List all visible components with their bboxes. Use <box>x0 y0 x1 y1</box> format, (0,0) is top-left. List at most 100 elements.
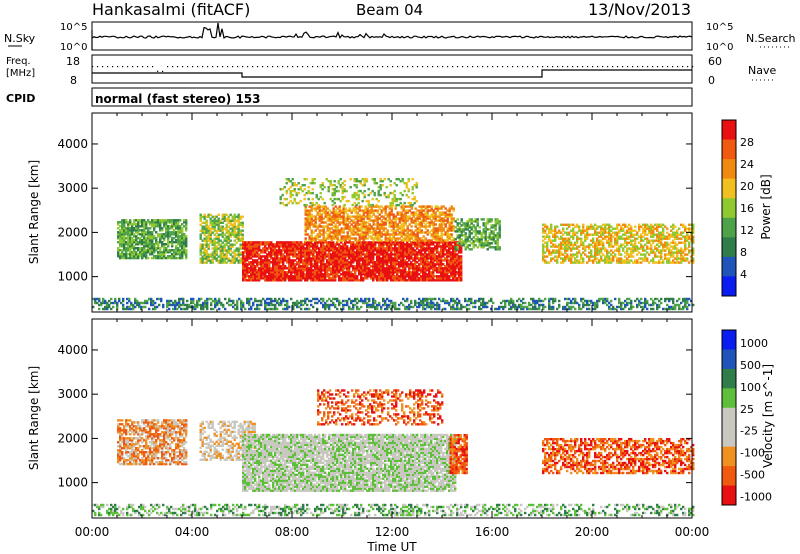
data-cell <box>213 243 216 246</box>
data-cell <box>282 265 285 268</box>
data-cell <box>414 261 417 264</box>
data-cell <box>352 247 355 250</box>
data-cell <box>181 235 184 238</box>
data-cell <box>258 303 261 307</box>
data-cell <box>344 273 347 276</box>
data-cell <box>221 249 224 252</box>
data-cell <box>143 223 146 226</box>
data-cell <box>658 303 661 307</box>
data-cell <box>384 241 387 244</box>
data-cell <box>236 299 239 303</box>
data-cell <box>233 217 236 220</box>
data-cell <box>260 303 263 307</box>
data-cell <box>420 271 423 274</box>
data-cell <box>342 259 345 262</box>
data-cell <box>400 301 403 305</box>
data-cell <box>382 297 385 301</box>
data-cell <box>318 257 321 260</box>
data-cell <box>159 227 162 230</box>
data-cell <box>378 277 381 280</box>
data-cell <box>199 245 202 248</box>
data-cell <box>350 253 353 256</box>
data-cell <box>364 253 367 256</box>
data-cell <box>442 297 445 301</box>
data-cell <box>250 297 253 301</box>
data-cell <box>268 277 271 280</box>
data-cell <box>239 261 242 264</box>
data-cell <box>380 239 383 242</box>
data-cell <box>260 241 263 244</box>
data-cell <box>630 299 633 303</box>
data-cell <box>175 249 178 252</box>
data-cell <box>242 257 245 260</box>
data-cell <box>406 253 409 256</box>
data-cell <box>246 241 249 244</box>
data-cell <box>406 279 409 282</box>
data-cell <box>548 297 551 301</box>
data-cell <box>274 269 277 272</box>
data-cell <box>173 253 176 256</box>
data-cell <box>177 243 180 246</box>
data-cell <box>143 231 146 234</box>
data-cell <box>346 245 349 248</box>
data-cell <box>512 303 515 307</box>
data-cell <box>258 267 261 270</box>
data-cell <box>151 239 154 242</box>
data-cell <box>316 265 319 268</box>
data-cell <box>225 225 228 228</box>
data-cell <box>314 267 317 270</box>
data-cell <box>404 255 407 258</box>
data-cell <box>280 251 283 254</box>
data-cell <box>330 243 333 246</box>
data-cell <box>288 305 291 309</box>
data-cell <box>270 247 273 250</box>
data-cell <box>348 257 351 260</box>
data-cell <box>450 299 453 303</box>
data-cell <box>137 233 140 236</box>
data-cell <box>684 305 687 309</box>
data-cell <box>292 267 295 270</box>
data-cell <box>260 269 263 272</box>
data-cell <box>119 239 122 242</box>
data-cell <box>374 277 377 280</box>
data-cell <box>364 265 367 268</box>
data-cell <box>183 219 186 222</box>
data-cell <box>672 305 675 309</box>
data-cell <box>342 261 345 264</box>
data-cell <box>394 255 397 258</box>
data-cell <box>328 255 331 258</box>
data-cell <box>159 237 162 240</box>
data-cell <box>392 277 395 280</box>
data-cell <box>274 243 277 246</box>
data-cell <box>149 249 152 252</box>
data-cell <box>117 251 120 254</box>
data-cell <box>334 265 337 268</box>
data-cell <box>436 303 439 307</box>
data-cell <box>410 249 413 252</box>
data-cell <box>410 253 413 256</box>
data-cell <box>211 223 214 226</box>
data-cell <box>201 225 204 228</box>
data-cell <box>336 297 339 301</box>
data-cell <box>406 255 409 258</box>
data-cell <box>328 247 331 250</box>
data-cell <box>223 259 226 262</box>
data-cell <box>163 225 166 228</box>
data-cell <box>394 301 397 305</box>
data-cell <box>310 269 313 272</box>
data-cell <box>282 307 285 311</box>
data-cell <box>256 279 259 282</box>
data-cell <box>412 247 415 250</box>
data-cell <box>318 269 321 272</box>
data-cell <box>280 279 283 282</box>
data-cell <box>254 275 257 278</box>
data-cell <box>390 269 393 272</box>
data-cell <box>618 299 621 303</box>
data-cell <box>334 255 337 258</box>
data-cell <box>326 273 329 276</box>
data-cell <box>484 305 487 309</box>
data-cell <box>250 273 253 276</box>
data-cell <box>378 249 381 252</box>
data-cell <box>306 273 309 276</box>
data-cell <box>169 251 172 254</box>
